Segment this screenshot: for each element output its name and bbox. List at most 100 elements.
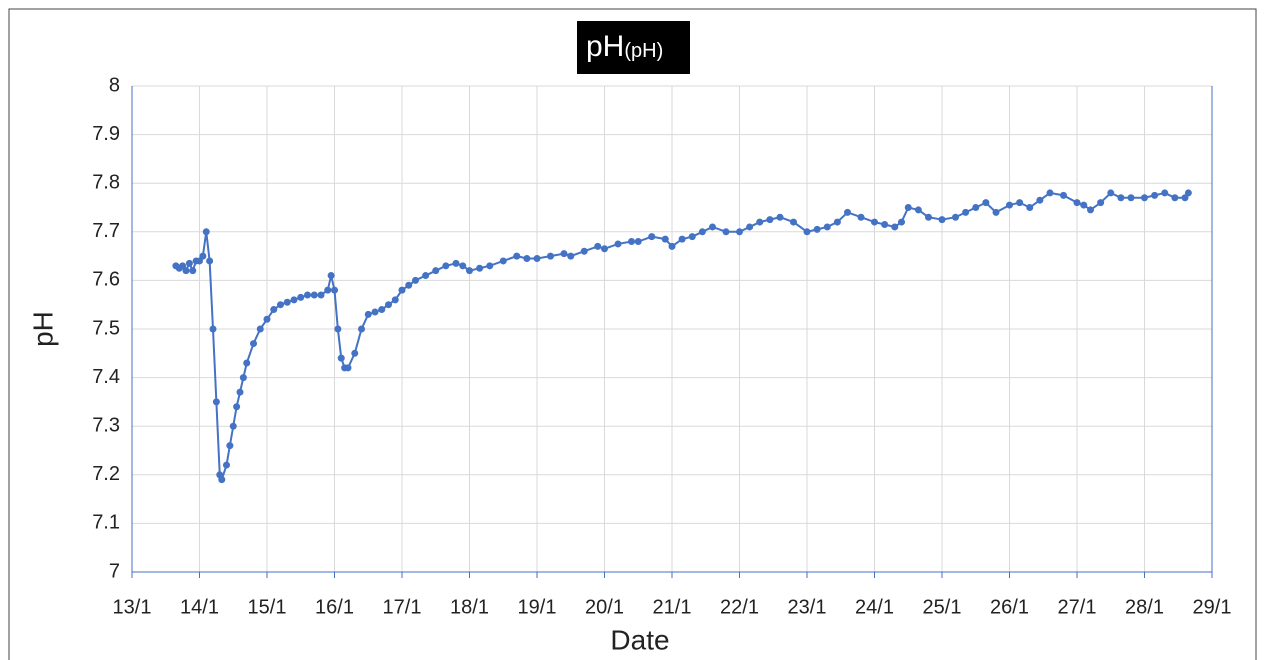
data-point [881, 221, 889, 229]
y-tick-label: 8 [109, 74, 120, 96]
data-point [580, 247, 588, 255]
data-point [432, 267, 440, 275]
data-point [327, 272, 335, 280]
data-point [1127, 194, 1135, 202]
data-point [250, 340, 257, 348]
data-point [614, 240, 622, 248]
data-point [297, 293, 305, 301]
data-point [422, 272, 430, 280]
data-point [206, 257, 214, 265]
data-point [1036, 196, 1044, 204]
data-point [256, 325, 264, 333]
data-point [182, 267, 190, 275]
data-point [1087, 206, 1094, 214]
data-point [952, 213, 959, 221]
data-point [661, 235, 669, 243]
data-point [1141, 194, 1148, 202]
data-point [533, 255, 541, 263]
data-point [364, 310, 372, 318]
data-point [199, 252, 207, 260]
x-tick-label: 21/1 [653, 596, 692, 618]
y-tick-label: 7 [109, 560, 120, 582]
data-point [925, 213, 932, 221]
y-tick-label: 7.8 [92, 171, 120, 193]
data-point [310, 291, 318, 299]
y-tick-label: 7.2 [92, 463, 120, 485]
data-point [982, 199, 990, 207]
data-point [277, 301, 284, 309]
data-point [938, 216, 946, 224]
data-point [857, 213, 865, 221]
data-point [1117, 194, 1125, 202]
y-axis-label: pH [27, 311, 58, 347]
data-point [766, 216, 774, 224]
data-point [202, 228, 210, 236]
data-point [385, 301, 392, 309]
data-point [756, 218, 764, 226]
data-point [972, 204, 980, 211]
data-point [334, 325, 342, 333]
data-point [486, 262, 494, 270]
data-point [1171, 194, 1179, 202]
data-point [833, 218, 841, 226]
title-main: pH [586, 30, 624, 63]
data-point [290, 296, 298, 304]
data-point [992, 208, 1000, 216]
data-point [1006, 201, 1013, 209]
data-point [324, 286, 332, 294]
data-point [185, 259, 193, 267]
data-point [634, 238, 642, 246]
x-tick-label: 19/1 [518, 596, 557, 618]
data-point [698, 228, 706, 236]
data-point [513, 252, 521, 260]
data-point [212, 398, 220, 406]
y-tick-label: 7.3 [92, 414, 120, 436]
data-point [844, 208, 851, 216]
data-point [233, 403, 241, 411]
x-axis-label: Date [610, 624, 669, 655]
x-tick-label: 26/1 [990, 596, 1029, 618]
data-point [813, 225, 821, 233]
data-point [209, 325, 217, 333]
data-point [391, 296, 399, 304]
chart-title: pH(pH) [586, 30, 663, 63]
data-point [223, 461, 230, 469]
data-point [1080, 201, 1088, 209]
data-point [1016, 199, 1024, 207]
data-point [270, 306, 278, 314]
data-point [1161, 189, 1169, 197]
data-point [547, 252, 554, 260]
x-tick-label: 13/1 [113, 596, 152, 618]
x-tick-label: 20/1 [585, 596, 624, 618]
data-point [337, 354, 345, 362]
data-point [891, 223, 899, 231]
data-point [344, 364, 352, 372]
x-tick-label: 14/1 [180, 596, 219, 618]
data-point [1107, 189, 1115, 197]
data-point [218, 476, 226, 484]
data-point [405, 281, 413, 289]
data-point [594, 242, 602, 250]
data-point [1026, 204, 1034, 211]
data-point [803, 228, 811, 236]
data-point [1046, 189, 1054, 197]
data-point [1181, 194, 1189, 202]
data-point [358, 325, 365, 333]
x-tick-label: 18/1 [450, 596, 489, 618]
data-point [263, 315, 271, 323]
data-point [668, 242, 676, 250]
data-point [823, 223, 831, 231]
data-point [601, 245, 608, 253]
data-point [1060, 191, 1067, 199]
data-point [871, 218, 878, 226]
chart-border [8, 8, 1257, 660]
data-point [567, 252, 575, 260]
y-tick-label: 7.5 [92, 317, 120, 339]
data-point [898, 218, 905, 226]
data-point [283, 298, 291, 306]
y-tick-label: 7.6 [92, 269, 120, 291]
data-point [962, 208, 970, 216]
data-point [914, 206, 922, 214]
x-tick-label: 17/1 [383, 596, 422, 618]
